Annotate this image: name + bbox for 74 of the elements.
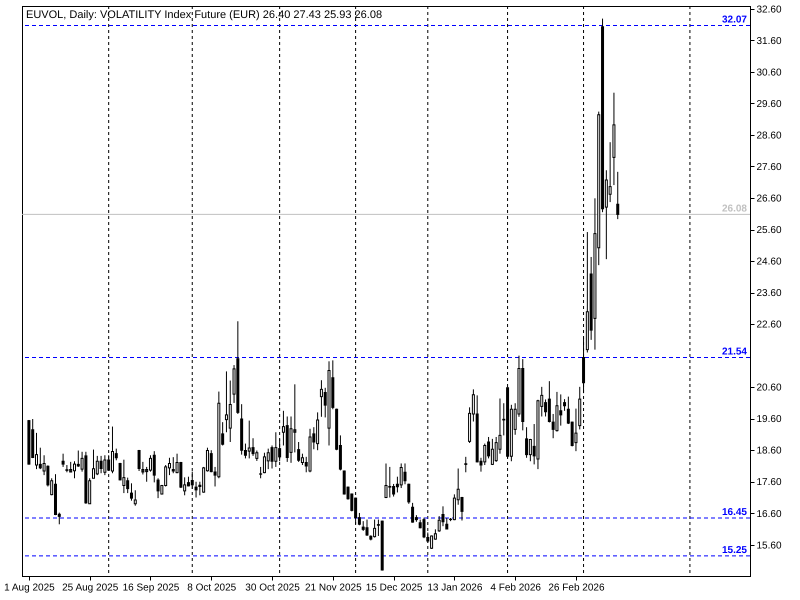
x-tick-label: 30 Oct 2025: [245, 582, 300, 594]
y-tick-label: 31.60: [756, 36, 782, 47]
ref-line-label: 26.08: [722, 203, 748, 214]
candlestick: [555, 391, 558, 432]
y-tick-label: 20.60: [756, 382, 782, 394]
x-tick-label: 13 Jan 2026: [427, 582, 483, 594]
ref-line-label: 21.54: [722, 346, 748, 358]
x-tick-label: 16 Sep 2025: [122, 582, 180, 594]
chart-title: EUVOL, Daily: VOLATILITY Index Future (EUR) 26.40 27.43 25.93 26.08: [26, 9, 382, 21]
candlestick: [84, 451, 88, 504]
candlestick: [586, 232, 589, 353]
x-tick-label: 15 Dec 2025: [366, 582, 423, 594]
candlestick: [217, 391, 220, 479]
x-tick-label: 26 Feb 2026: [548, 582, 605, 594]
candlestick: [72, 460, 76, 479]
y-tick-label: 18.60: [756, 446, 782, 457]
y-tick-label: 28.60: [756, 130, 782, 142]
candlestick: [403, 462, 406, 485]
candlestick: [578, 386, 582, 430]
y-tick-label: 22.60: [756, 320, 782, 331]
candlestick: [210, 450, 213, 472]
candlestick: [521, 358, 524, 431]
candlestick: [616, 171, 620, 220]
y-tick-label: 23.60: [756, 288, 782, 300]
candlestick: [126, 477, 130, 494]
candlestick: [274, 432, 278, 468]
y-tick-label: 17.60: [756, 477, 782, 488]
x-tick-label: 1 Aug 2025: [4, 582, 56, 594]
x-tick-label: 8 Oct 2025: [187, 582, 237, 594]
y-tick-label: 29.60: [756, 98, 782, 110]
candlestick: [92, 449, 95, 479]
candlestick: [612, 92, 616, 186]
candlestick: [525, 426, 528, 458]
candlestick: [400, 462, 403, 489]
candlestick: [483, 443, 486, 466]
y-tick-label: 19.60: [756, 414, 782, 426]
candlestick: [316, 412, 320, 451]
y-tick-label: 27.60: [756, 162, 782, 173]
candlestick: [130, 482, 133, 502]
candlestick: [103, 454, 106, 476]
candlestick: [122, 459, 126, 494]
candlestick: [438, 516, 441, 532]
candlestick: [107, 454, 110, 472]
ref-line-label: 15.25: [722, 544, 748, 556]
candlestick: [445, 517, 448, 530]
y-tick-label: 32.60: [756, 4, 782, 16]
candlestick: [308, 428, 312, 473]
candlestick: [224, 370, 228, 433]
y-tick-label: 26.60: [756, 193, 782, 204]
candlestick: [300, 453, 304, 466]
candlestick: [328, 360, 331, 446]
x-tick-label: 4 Feb 2026: [490, 582, 542, 594]
ref-line-label: 32.07: [722, 14, 748, 26]
candlestick: [148, 454, 152, 472]
candlestick: [494, 436, 498, 462]
y-tick-label: 30.60: [756, 67, 782, 78]
candlestick: [252, 438, 255, 456]
candlestick: [373, 519, 376, 538]
candlestick: [266, 448, 270, 470]
candlestick: [407, 484, 410, 504]
x-tick-label: 21 Nov 2025: [304, 582, 362, 594]
candlestick: [366, 519, 369, 536]
candlestick: [248, 420, 251, 459]
ref-line-label: 16.45: [722, 506, 748, 518]
y-tick-label: 15.60: [756, 540, 782, 552]
y-tick-label: 25.60: [756, 225, 782, 236]
candlestick: [100, 455, 103, 474]
candlestick: [34, 432, 38, 470]
y-tick-label: 24.60: [756, 256, 782, 268]
x-tick-label: 25 Aug 2025: [62, 582, 119, 594]
candlestick: [320, 380, 323, 418]
candlestick: [563, 398, 566, 412]
candlestick: [290, 416, 293, 464]
y-tick-label: 16.60: [756, 508, 782, 520]
